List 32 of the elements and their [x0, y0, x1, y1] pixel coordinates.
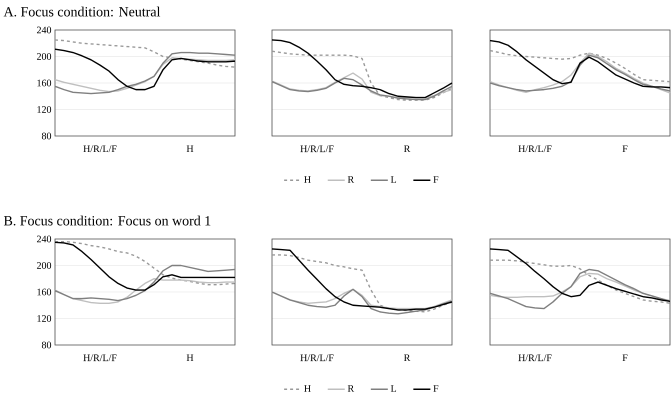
- chart-title: A. Focus condition: Neutral: [4, 6, 160, 17]
- x-tick-label: H: [186, 145, 194, 152]
- y-tick-label: 160: [37, 80, 52, 86]
- y-tick-label: 240: [36, 236, 52, 242]
- y-tick-label: 80: [42, 132, 52, 140]
- legend-label: L: [390, 385, 396, 392]
- x-tick-label: H/R/L/F: [83, 145, 117, 152]
- legend-label: H: [304, 176, 311, 183]
- x-tick-label: H/R/L/F: [300, 354, 334, 362]
- y-tick-label: 200: [36, 262, 52, 269]
- x-tick-label: H: [186, 354, 194, 362]
- x-tick-label: R: [404, 354, 410, 362]
- legend-label: R: [348, 176, 354, 183]
- y-tick-label: 240: [36, 26, 52, 34]
- chart-title: B. Focus condition: Focus on word 1: [4, 216, 210, 226]
- y-tick-label: 120: [37, 315, 52, 322]
- x-tick-label: H/R/L/F: [518, 145, 552, 152]
- x-tick-label: F: [622, 354, 628, 362]
- y-tick-label: 200: [36, 53, 52, 60]
- y-tick-label: 160: [37, 288, 52, 296]
- legend-label: F: [433, 385, 438, 392]
- y-tick-label: 80: [42, 342, 52, 348]
- y-tick-label: 120: [37, 106, 52, 113]
- x-tick-label: H/R/L/F: [518, 354, 552, 362]
- legend-label: L: [390, 176, 396, 183]
- x-tick-label: R: [404, 145, 410, 152]
- x-tick-label: H/R/L/F: [83, 354, 117, 362]
- x-tick-label: H/R/L/F: [300, 145, 334, 152]
- x-tick-label: F: [622, 145, 628, 152]
- legend-label: R: [348, 385, 354, 392]
- legend-label: H: [304, 385, 311, 392]
- legend-label: F: [433, 176, 438, 183]
